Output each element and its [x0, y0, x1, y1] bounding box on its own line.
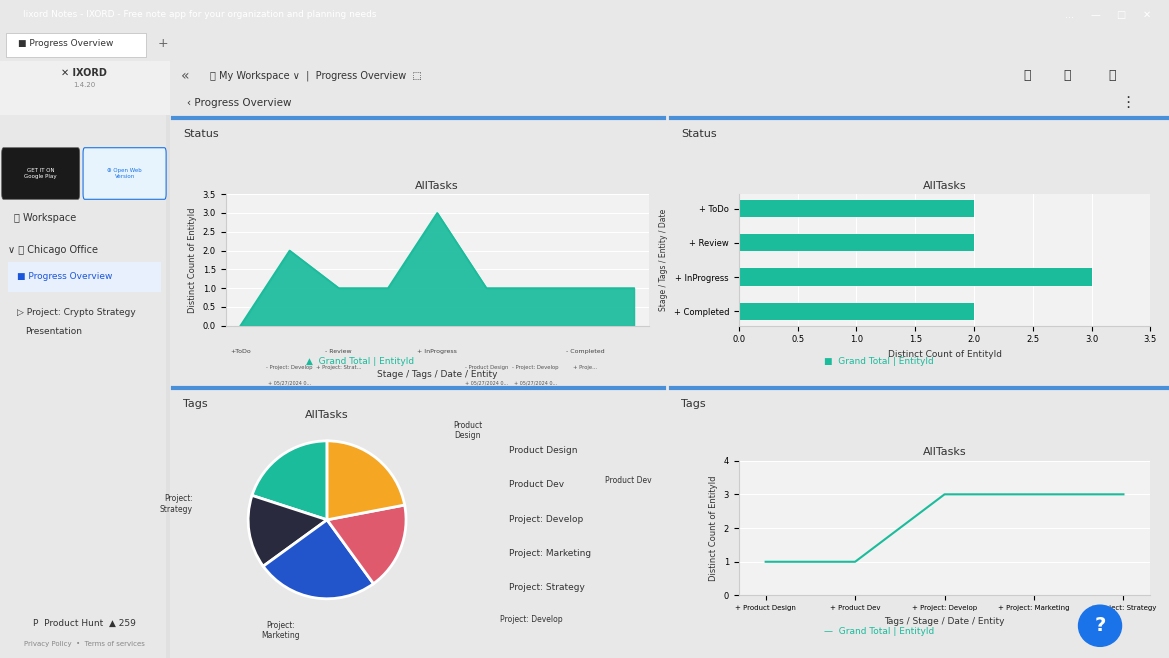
Text: ⋮: ⋮	[1120, 95, 1136, 111]
Text: Presentation: Presentation	[26, 327, 83, 336]
Text: +: +	[158, 37, 168, 50]
Text: +ToDo: +ToDo	[230, 349, 251, 355]
FancyBboxPatch shape	[8, 262, 161, 291]
Text: Product Design: Product Design	[510, 446, 577, 455]
Y-axis label: Stage / Tags / Entity / Date: Stage / Tags / Entity / Date	[659, 209, 667, 311]
Text: Product
Design: Product Design	[452, 420, 483, 440]
Text: Privacy Policy  •  Terms of services: Privacy Policy • Terms of services	[25, 641, 145, 647]
Text: ⊕ Open Web
Version: ⊕ Open Web Version	[108, 168, 141, 179]
FancyBboxPatch shape	[1, 148, 79, 199]
Text: 👤: 👤	[1108, 69, 1115, 82]
Text: Project: Strategy: Project: Strategy	[510, 583, 586, 592]
Bar	[166, 115, 170, 658]
Bar	[0, 61, 170, 91]
Wedge shape	[248, 495, 327, 567]
Text: Status: Status	[182, 129, 219, 139]
Text: «: «	[181, 68, 189, 83]
Text: 🔍: 🔍	[1023, 69, 1030, 82]
Text: 1.4.20: 1.4.20	[72, 82, 96, 88]
Text: + InProgress: + InProgress	[417, 349, 457, 355]
Text: - Completed: - Completed	[566, 349, 604, 355]
Wedge shape	[263, 520, 374, 599]
Text: GET IT ON
Google Play: GET IT ON Google Play	[25, 168, 57, 179]
Y-axis label: Distinct Count of EntityId: Distinct Count of EntityId	[710, 475, 718, 581]
Text: Status: Status	[680, 129, 717, 139]
Title: AllTasks: AllTasks	[922, 447, 967, 457]
Y-axis label: Distinct Count of EntityId: Distinct Count of EntityId	[188, 207, 198, 313]
Text: Iixord Notes - IXORD - Free note app for your organization and planning needs: Iixord Notes - IXORD - Free note app for…	[23, 11, 376, 19]
Text: ...: ...	[1065, 10, 1074, 20]
Text: - Project: Develop: - Project: Develop	[512, 365, 559, 370]
Text: - Product Design: - Product Design	[465, 365, 509, 370]
Text: 🗂 My Workspace ∨  |  Progress Overview  ⬚: 🗂 My Workspace ∨ | Progress Overview ⬚	[210, 70, 422, 81]
X-axis label: Tags / Stage / Date / Entity: Tags / Stage / Date / Entity	[884, 617, 1005, 626]
Text: Tags: Tags	[182, 399, 207, 409]
FancyBboxPatch shape	[6, 33, 146, 57]
Title: AllTasks: AllTasks	[415, 180, 459, 191]
Text: ✕ IXORD: ✕ IXORD	[61, 68, 108, 78]
Text: ‹ Progress Overview: ‹ Progress Overview	[187, 98, 291, 108]
Text: + 05/27/2024 0...: + 05/27/2024 0...	[514, 381, 558, 386]
Text: Project: Develop: Project: Develop	[510, 515, 583, 524]
Bar	[739, 200, 974, 217]
Wedge shape	[327, 441, 404, 520]
Text: 🔔: 🔔	[1064, 69, 1071, 82]
Text: Project: Develop: Project: Develop	[500, 615, 562, 624]
Text: ⬛ Workspace: ⬛ Workspace	[14, 213, 76, 223]
FancyBboxPatch shape	[83, 148, 166, 199]
Text: Project: Marketing: Project: Marketing	[510, 549, 592, 558]
Text: ▲  Grand Total | EntityId: ▲ Grand Total | EntityId	[305, 357, 414, 366]
Text: ✕: ✕	[1143, 10, 1150, 20]
X-axis label: Stage / Tags / Date / Entity: Stage / Tags / Date / Entity	[376, 370, 498, 379]
Text: - Project: Develop: - Project: Develop	[267, 365, 313, 370]
Wedge shape	[253, 441, 327, 520]
Text: P  Product Hunt  ▲ 259: P Product Hunt ▲ 259	[33, 619, 137, 628]
Text: ▷ Project: Crypto Strategy: ▷ Project: Crypto Strategy	[16, 308, 136, 317]
Text: ■ Progress Overview: ■ Progress Overview	[18, 39, 113, 48]
Text: ?: ?	[1094, 617, 1106, 635]
Text: Project:
Marketing: Project: Marketing	[262, 620, 300, 640]
Text: Project:
Strategy: Project: Strategy	[160, 494, 193, 514]
Bar	[739, 234, 974, 251]
Title: AllTasks: AllTasks	[922, 180, 967, 191]
Text: + 05/27/2024 0...: + 05/27/2024 0...	[465, 381, 507, 386]
Text: + 05/27/2024 0...: + 05/27/2024 0...	[268, 381, 311, 386]
Text: □: □	[1116, 10, 1126, 20]
Bar	[739, 303, 974, 320]
Text: Tags: Tags	[680, 399, 706, 409]
Text: - Review: - Review	[325, 349, 352, 355]
Text: —: —	[1091, 10, 1100, 20]
Text: ∨ 🏢 Chicago Office: ∨ 🏢 Chicago Office	[8, 245, 98, 255]
X-axis label: Distinct Count of EntityId: Distinct Count of EntityId	[887, 350, 1002, 359]
Wedge shape	[327, 505, 406, 584]
Text: —  Grand Total | EntityId: — Grand Total | EntityId	[824, 626, 934, 636]
Text: + Proje...: + Proje...	[573, 365, 597, 370]
Circle shape	[1079, 605, 1121, 646]
Text: ■ Progress Overview: ■ Progress Overview	[16, 272, 112, 281]
Text: ■  Grand Total | EntityId: ■ Grand Total | EntityId	[824, 357, 934, 366]
Title: AllTasks: AllTasks	[305, 411, 348, 420]
Bar	[0, 91, 170, 115]
Bar	[739, 268, 1092, 286]
Text: Product Dev: Product Dev	[510, 480, 565, 490]
Text: Product Dev: Product Dev	[606, 476, 651, 485]
Text: + Project: Strat...: + Project: Strat...	[316, 365, 361, 370]
